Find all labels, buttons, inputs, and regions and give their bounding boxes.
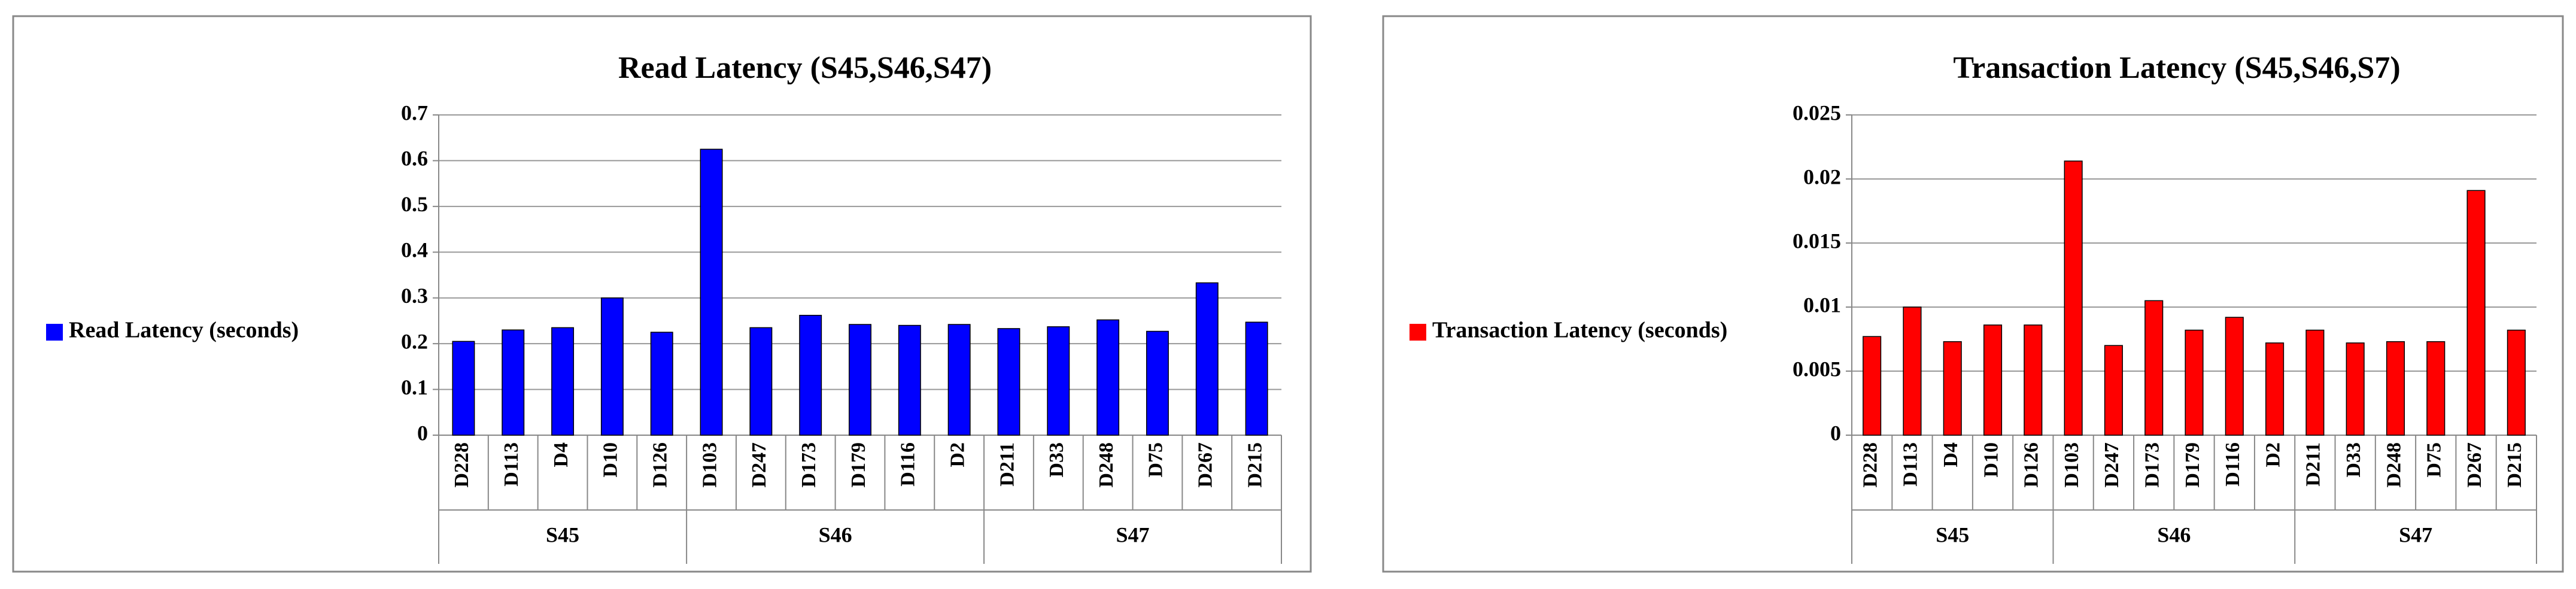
bar (1245, 321, 1268, 436)
bar (452, 341, 475, 436)
x-tick-label: D103 (2061, 442, 2083, 488)
y-tick-label: 0.3 (401, 284, 428, 308)
bar (2225, 317, 2244, 436)
x-tick-label: D126 (2021, 442, 2043, 488)
y-tick-label: 0.6 (401, 147, 428, 171)
bar (600, 297, 624, 436)
x-tick-label: D267 (2463, 442, 2486, 488)
x-tick-label: D113 (1900, 442, 1922, 487)
bar (1863, 336, 1882, 436)
y-tick-label: 0.5 (401, 192, 428, 216)
chart-title: Read Latency (S45,S46,S47) (618, 51, 992, 85)
legend-swatch (1409, 324, 1426, 341)
x-tick-label: D116 (897, 442, 919, 487)
x-tick-label: D103 (698, 442, 721, 488)
x-tick-label: D173 (798, 442, 820, 488)
x-tick-label: D2 (946, 442, 968, 467)
bar (1146, 330, 1169, 436)
bar (2144, 300, 2164, 436)
bar (1047, 326, 1070, 436)
bar (650, 332, 673, 436)
bar (2185, 329, 2204, 436)
bar (1195, 282, 1219, 436)
bar (1096, 319, 1120, 436)
bar (2305, 329, 2325, 436)
legend-label: Transaction Latency (seconds) (1432, 318, 1727, 343)
x-tick-label: D75 (2423, 442, 2446, 478)
bar (700, 148, 723, 436)
x-tick-label: D211 (2302, 442, 2325, 487)
bar (2466, 190, 2486, 436)
y-tick-label: 0 (417, 421, 428, 445)
x-tick-label: D211 (996, 442, 1018, 487)
y-tick-label: 0.005 (1793, 357, 1841, 381)
x-tick-label: D179 (847, 442, 870, 488)
x-tick-label: D4 (550, 442, 572, 467)
y-tick-label: 0 (1830, 421, 1841, 445)
x-tick-label: D215 (2504, 442, 2526, 488)
x-tick-label: D33 (1046, 442, 1068, 478)
group-label: S46 (2157, 523, 2191, 547)
bar (551, 327, 575, 436)
x-tick-label: D267 (1195, 442, 1217, 488)
x-tick-label: D247 (2101, 442, 2123, 488)
bar (1903, 306, 1922, 436)
bar (1943, 341, 1962, 436)
x-tick-label: D228 (1859, 442, 1881, 488)
y-tick-label: 0.1 (401, 375, 428, 399)
chart-title: Transaction Latency (S45,S46,S7) (1953, 51, 2400, 85)
y-tick-label: 0.02 (1803, 165, 1841, 189)
group-label: S45 (546, 523, 579, 547)
x-tick-label: D10 (1980, 442, 2002, 478)
bar (502, 329, 525, 436)
chart-frame (12, 15, 1312, 573)
bar (2507, 329, 2526, 436)
y-tick-label: 0.7 (401, 101, 428, 125)
group-label: S45 (1936, 523, 1969, 547)
x-tick-label: D113 (500, 442, 523, 487)
bar (2064, 160, 2083, 436)
x-tick-label: D228 (451, 442, 473, 488)
y-tick-label: 0.2 (401, 329, 428, 353)
bar (799, 315, 822, 436)
x-tick-label: D248 (2383, 442, 2405, 488)
group-label: S47 (1116, 523, 1150, 547)
group-label: S46 (819, 523, 852, 547)
y-tick-label: 0.01 (1803, 293, 1841, 317)
bar (2265, 342, 2285, 436)
x-tick-label: D116 (2222, 442, 2244, 487)
legend-swatch (46, 324, 63, 341)
x-tick-label: D10 (600, 442, 622, 478)
y-tick-label: 0.4 (401, 238, 428, 262)
bar (997, 328, 1020, 436)
bar (2386, 341, 2405, 436)
x-tick-label: D248 (1095, 442, 1117, 488)
x-tick-label: D247 (748, 442, 770, 488)
y-tick-label: 0.025 (1793, 101, 1841, 125)
legend-label: Read Latency (seconds) (69, 318, 299, 343)
group-label: S47 (2399, 523, 2432, 547)
bar (2346, 342, 2365, 436)
bar (2426, 341, 2446, 436)
bar (898, 324, 921, 436)
bar (2104, 345, 2123, 436)
bar (749, 327, 773, 436)
bar (1983, 324, 2003, 436)
x-tick-label: D4 (1940, 442, 1962, 467)
bar (2024, 324, 2043, 436)
y-tick-label: 0.015 (1793, 229, 1841, 253)
x-tick-label: D126 (649, 442, 672, 488)
x-tick-label: D2 (2262, 442, 2284, 467)
bar (849, 324, 871, 436)
x-tick-label: D215 (1244, 442, 1266, 488)
x-tick-label: D179 (2182, 442, 2204, 488)
bar (947, 324, 971, 436)
x-tick-label: D75 (1145, 442, 1167, 478)
x-tick-label: D173 (2141, 442, 2164, 488)
x-tick-label: D33 (2343, 442, 2365, 478)
